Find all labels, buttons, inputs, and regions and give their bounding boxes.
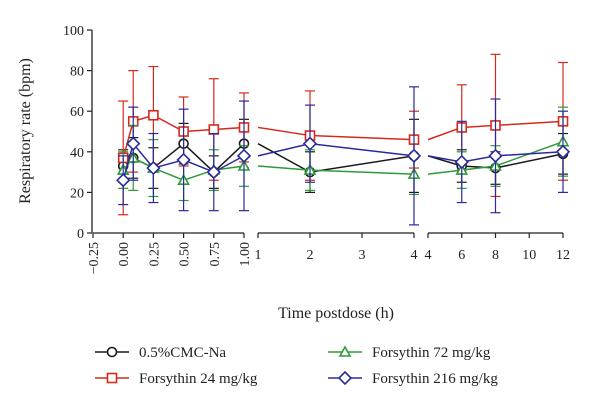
x-tick-label: 0.25: [147, 242, 162, 267]
x-tick-label: 0.50: [178, 242, 193, 267]
series-diamond: [116, 86, 571, 226]
y-tick-label: 80: [70, 65, 84, 80]
legend: 0.5%CMC-Na Forsythin 72 mg/kg Forsythin 24…: [95, 345, 498, 387]
data-point: [148, 109, 159, 121]
x-tick-label: 4: [425, 248, 432, 263]
x-tick-label: 1: [255, 248, 262, 263]
legend-label: Forsythin 216 mg/kg: [372, 371, 498, 387]
y-tick-label: 100: [63, 24, 84, 39]
legend-item: 0.5%CMC-Na: [95, 345, 226, 361]
series-line: [427, 120, 564, 141]
data-point: [555, 144, 571, 159]
x-tick-label: 8: [492, 248, 499, 263]
legend-item: Forsythin 24 mg/kg: [95, 371, 258, 387]
series-square: [117, 53, 569, 216]
series-line: [257, 126, 415, 141]
data-point: [206, 164, 221, 180]
y-axis-title: Respiratory rate (bpm): [17, 58, 34, 204]
x-tick-label: 4: [411, 248, 418, 263]
y-tick-label: 20: [70, 186, 84, 201]
x-tick-label: 0.00: [117, 242, 132, 267]
legend-item: Forsythin 72 mg/kg: [328, 345, 491, 361]
legend-marker: [106, 372, 118, 384]
y-tick-label: 0: [77, 227, 84, 242]
y-tick-label: 60: [70, 105, 84, 120]
data-point: [176, 152, 191, 168]
legend-label: 0.5%CMC-Na: [139, 345, 226, 361]
legend-marker: [106, 346, 118, 358]
series-layer: [116, 53, 571, 226]
x-tick-label: 12: [556, 248, 570, 263]
x-tick-label: 0.75: [208, 242, 223, 267]
data-point: [454, 154, 469, 170]
data-point: [406, 148, 422, 163]
data-point: [302, 136, 318, 151]
x-tick-label: 2: [307, 248, 314, 263]
y-tick-label: 40: [70, 146, 84, 161]
x-tick-label: −0.25: [87, 242, 102, 274]
series-line: [427, 151, 564, 163]
data-point: [116, 173, 131, 188]
data-point: [126, 136, 141, 151]
x-tick-label: 3: [359, 248, 366, 263]
data-point: [146, 160, 161, 176]
x-tick-label: 6: [458, 248, 465, 263]
legend-item: Forsythin 216 mg/kg: [328, 370, 498, 387]
x-tick-label: 1.00: [238, 242, 253, 267]
x-axis-title: Time postdose (h): [278, 305, 394, 322]
legend-marker: [338, 345, 352, 357]
x-tick-label: 10: [522, 248, 536, 263]
legend-label: Forsythin 72 mg/kg: [372, 345, 491, 361]
series-line: [257, 142, 415, 157]
legend-marker: [337, 370, 353, 386]
data-point: [488, 148, 503, 163]
series-line: [122, 142, 245, 181]
data-point: [208, 124, 220, 135]
series-line: [427, 153, 564, 169]
data-point: [236, 148, 252, 163]
series-line: [257, 165, 415, 175]
legend-label: Forsythin 24 mg/kg: [139, 371, 258, 387]
